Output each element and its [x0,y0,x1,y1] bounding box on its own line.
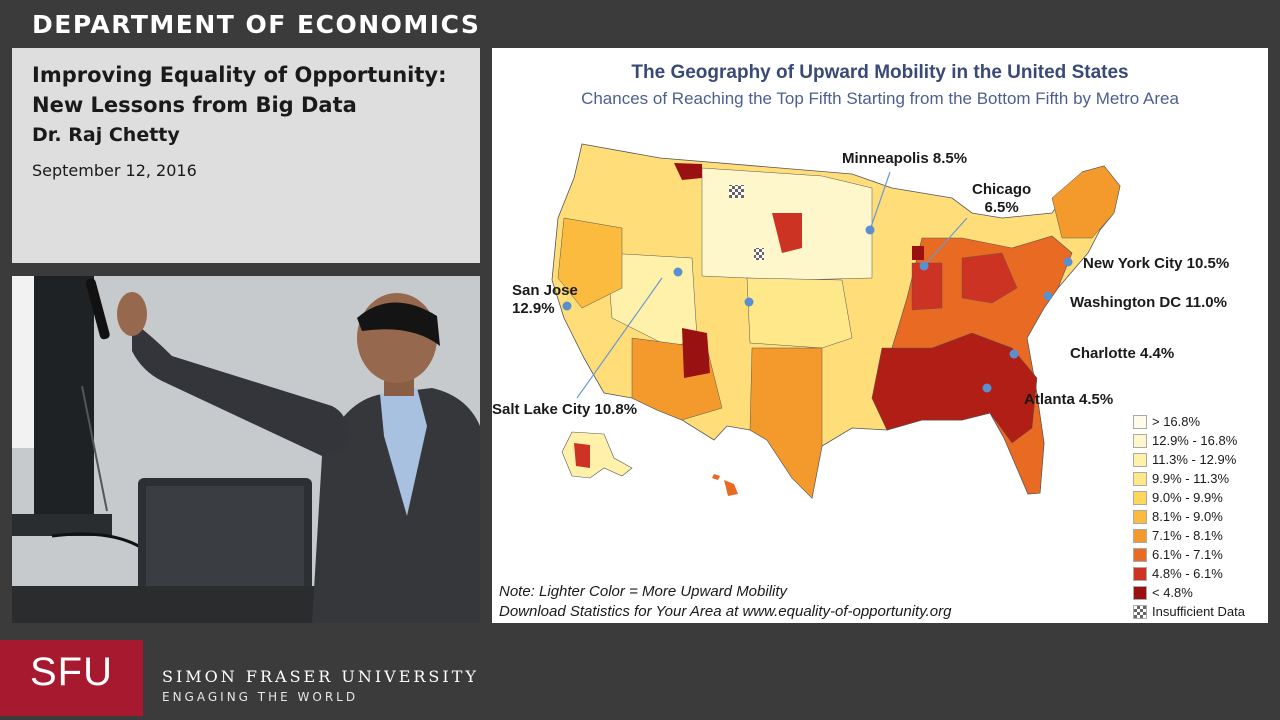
city-label-new-york: New York City 10.5% [1083,255,1230,272]
city-label-minneapolis: Minneapolis 8.5% [842,150,968,167]
slide-download-note: Download Statistics for Your Area at www… [499,603,952,620]
marker-minneapolis [865,225,875,235]
slide-note: Note: Lighter Color = More Upward Mobili… [499,583,788,600]
legend-label: Insufficient Data [1152,604,1245,619]
city-label-charlotte: Charlotte 4.4% [1070,345,1175,362]
legend-row: 6.1% - 7.1% [1133,545,1245,564]
city-label-atlanta: Atlanta 4.5% [1024,391,1114,408]
city-label-san-jose: San Jose 12.9% [512,282,578,317]
legend-label: 6.1% - 7.1% [1152,547,1223,562]
top-banner: DEPARTMENT OF ECONOMICS [0,0,1280,48]
city-markers [562,171,1073,399]
marker-charlotte [1009,349,1019,359]
legend-row: 11.3% - 12.9% [1133,450,1245,469]
legend-swatch [1133,471,1147,486]
legend-swatch [1133,490,1147,505]
marker-new-york [1063,257,1073,267]
city-label-salt-lake-city: Salt Lake City 10.8% [492,401,638,418]
legend-swatch [1133,414,1147,429]
university-name: SIMON FRASER UNIVERSITY [162,667,479,686]
marker-san-jose [562,301,572,311]
legend-label: 8.1% - 9.0% [1152,509,1223,524]
legend-label: 9.9% - 11.3% [1152,471,1230,486]
sfu-logo: SFU [0,640,143,716]
legend-label: 7.1% - 8.1% [1152,528,1223,543]
map-legend: > 16.8% 12.9% - 16.8% 11.3% - 12.9% 9.9% - … [1133,412,1245,621]
hawaii [712,474,738,496]
speaker-video [12,276,480,623]
slide-subtitle: Chances of Reaching the Top Fifth Starti… [581,89,1179,108]
sfu-logo-text: SFU [30,650,113,694]
legend-label: 9.0% - 9.9% [1152,490,1223,505]
footer-bar: SFU SIMON FRASER UNIVERSITY ENGAGING THE… [0,636,1280,720]
legend-swatch [1133,585,1147,600]
speaker-video-frame [12,276,480,623]
legend-swatch [1133,604,1147,619]
legend-label: 11.3% - 12.9% [1152,452,1237,467]
alaska [561,431,633,479]
marker-denver [744,297,754,307]
legend-swatch [1133,547,1147,562]
marker-washington [1043,291,1053,301]
legend-swatch [1133,566,1147,581]
legend-label: 12.9% - 16.8% [1152,433,1238,448]
contiguous-us [551,143,1121,499]
department-title: DEPARTMENT OF ECONOMICS [32,10,481,39]
legend-swatch [1133,433,1147,448]
talk-info-panel: Improving Equality of Opportunity: New L… [12,48,480,263]
legend-row: 7.1% - 8.1% [1133,526,1245,545]
legend-row: 8.1% - 9.0% [1133,507,1245,526]
talk-date: September 12, 2016 [32,161,197,180]
university-tagline: ENGAGING THE WORLD [162,690,359,704]
marker-chicago [919,261,929,271]
legend-row: > 16.8% [1133,412,1245,431]
marker-atlanta [982,383,992,393]
legend-row: 12.9% - 16.8% [1133,431,1245,450]
city-label-chicago: Chicago 6.5% [972,181,1032,216]
marker-salt-lake-city [673,267,683,277]
us-mobility-map [551,143,1121,499]
legend-row: 9.0% - 9.9% [1133,488,1245,507]
legend-row: Insufficient Data [1133,602,1245,621]
legend-label: 4.8% - 6.1% [1152,566,1223,581]
legend-swatch [1133,509,1147,524]
presentation-slide: The Geography of Upward Mobility in the … [492,48,1268,623]
legend-swatch [1133,452,1147,467]
legend-row: 4.8% - 6.1% [1133,564,1245,583]
legend-label: < 4.8% [1152,585,1193,600]
legend-row: < 4.8% [1133,583,1245,602]
legend-row: 9.9% - 11.3% [1133,469,1245,488]
talk-title: Improving Equality of Opportunity: New L… [32,63,447,117]
city-label-washington: Washington DC 11.0% [1070,294,1227,311]
slide-title: The Geography of Upward Mobility in the … [631,62,1129,83]
legend-swatch [1133,528,1147,543]
legend-label: > 16.8% [1152,414,1201,429]
speaker-name: Dr. Raj Chetty [32,124,180,146]
